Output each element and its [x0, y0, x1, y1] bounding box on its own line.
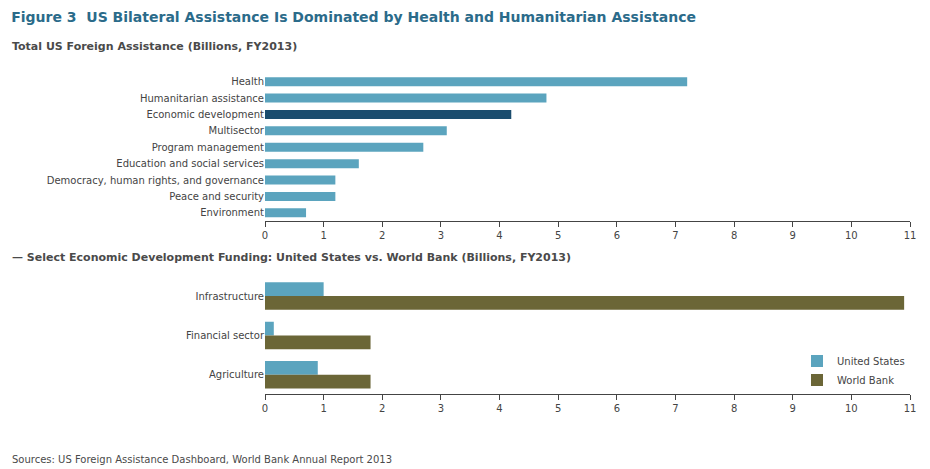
svg-text:0: 0: [262, 230, 268, 241]
svg-text:Figure 3 US Bilateral Assista: Figure 3 US Bilateral Assistance Is Domi…: [11, 9, 696, 25]
svg-text:Health: Health: [231, 76, 264, 87]
svg-text:Program management: Program management: [152, 142, 264, 153]
svg-text:Peace and security: Peace and security: [169, 191, 264, 202]
svg-text:World Bank: World Bank: [837, 375, 894, 386]
svg-text:Education and social services: Education and social services: [116, 158, 264, 169]
svg-text:Humanitarian assistance: Humanitarian assistance: [140, 93, 264, 104]
svg-text:Economic development: Economic development: [146, 109, 264, 120]
svg-text:Financial sector: Financial sector: [186, 330, 265, 341]
svg-text:8: 8: [731, 230, 737, 241]
svg-text:1: 1: [320, 403, 326, 414]
svg-text:7: 7: [672, 230, 678, 241]
svg-text:Sources: US Foreign Assistance: Sources: US Foreign Assistance Dashboard…: [12, 454, 392, 465]
svg-text:11: 11: [904, 230, 917, 241]
svg-text:Agriculture: Agriculture: [209, 369, 264, 380]
svg-text:Total US Foreign Assistance (B: Total US Foreign Assistance (Billions, F…: [12, 40, 297, 53]
svg-text:2: 2: [379, 230, 385, 241]
svg-text:5: 5: [555, 230, 561, 241]
svg-text:7: 7: [672, 403, 678, 414]
svg-text:10: 10: [845, 403, 858, 414]
svg-text:0: 0: [262, 403, 268, 414]
svg-text:1: 1: [320, 230, 326, 241]
svg-text:10: 10: [845, 230, 858, 241]
svg-text:8: 8: [731, 403, 737, 414]
svg-text:Environment: Environment: [200, 207, 264, 218]
svg-text:Democracy, human rights, and g: Democracy, human rights, and governance: [47, 175, 264, 186]
svg-text:Multisector: Multisector: [209, 125, 265, 136]
svg-text:2: 2: [379, 403, 385, 414]
svg-text:4: 4: [496, 403, 502, 414]
svg-text:3: 3: [438, 403, 444, 414]
svg-text:11: 11: [904, 403, 917, 414]
svg-text:— Select Economic Development: — Select Economic Development Funding: U…: [12, 251, 571, 264]
svg-text:5: 5: [555, 403, 561, 414]
svg-text:6: 6: [614, 403, 620, 414]
svg-text:4: 4: [496, 230, 502, 241]
svg-text:9: 9: [790, 403, 796, 414]
svg-text:6: 6: [614, 230, 620, 241]
svg-text:9: 9: [790, 230, 796, 241]
svg-text:United States: United States: [837, 356, 905, 367]
svg-text:3: 3: [438, 230, 444, 241]
svg-text:Infrastructure: Infrastructure: [196, 291, 264, 302]
